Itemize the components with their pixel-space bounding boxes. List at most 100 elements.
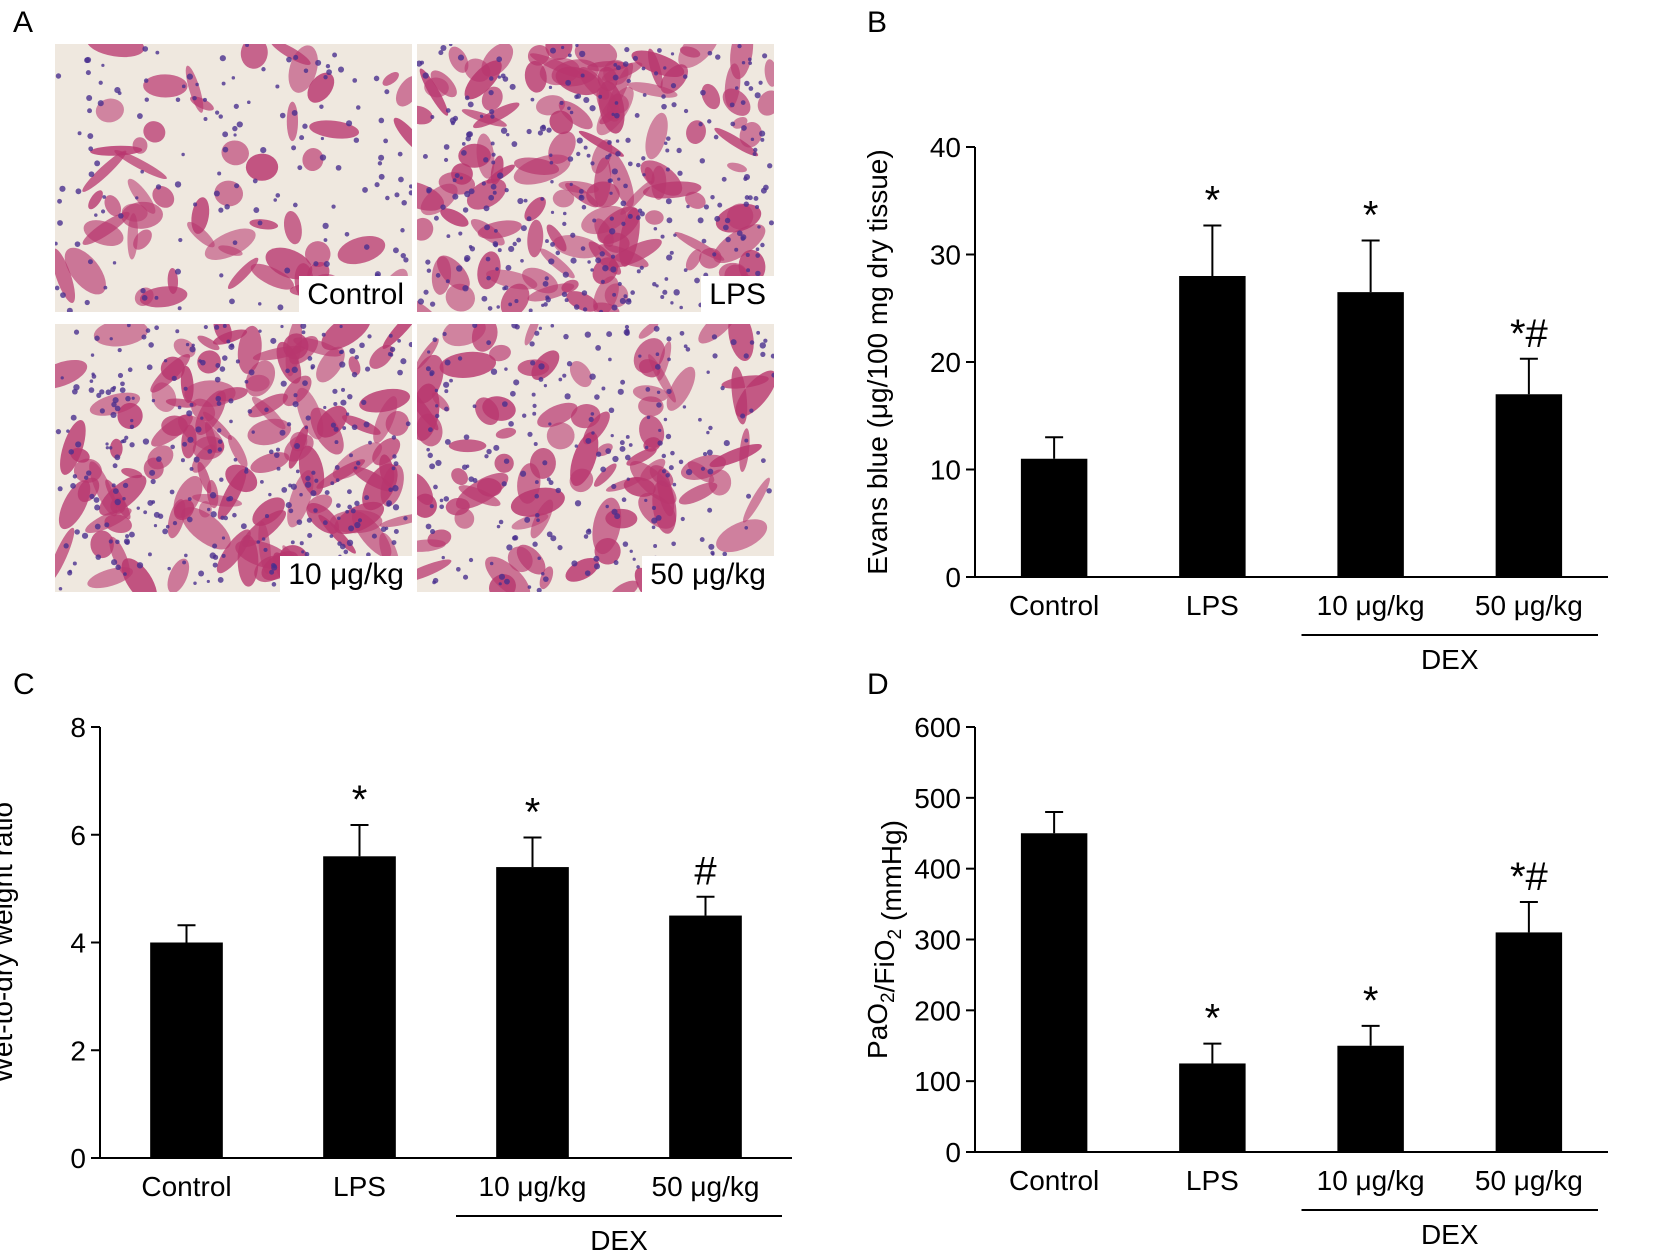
cell-nucleus (286, 422, 292, 427)
cell-nucleus (491, 152, 496, 157)
cell-nucleus (472, 324, 478, 329)
cell-nucleus (60, 292, 66, 298)
cell-nucleus (682, 405, 687, 409)
cell-nucleus (326, 69, 332, 76)
tissue-strand (489, 344, 511, 362)
cell-nucleus (217, 577, 224, 583)
cell-nucleus (584, 331, 591, 338)
tissue-strand (237, 325, 262, 374)
cell-nucleus (511, 141, 518, 147)
cell-nucleus (324, 490, 330, 496)
cell-nucleus (130, 418, 134, 423)
cell-nucleus (398, 176, 404, 183)
cell-nucleus (584, 570, 591, 577)
cell-nucleus (218, 114, 223, 119)
cell-nucleus (77, 131, 82, 136)
tissue-strand (296, 387, 324, 440)
cell-nucleus (753, 147, 758, 153)
cell-nucleus (606, 331, 613, 338)
x-tick-label: LPS (333, 1171, 386, 1202)
cell-nucleus (750, 137, 755, 142)
cell-nucleus (569, 182, 573, 187)
bar (150, 942, 223, 1158)
cell-nucleus (373, 75, 380, 82)
cell-nucleus (115, 564, 121, 571)
cell-nucleus (598, 94, 603, 99)
tissue-strand (742, 477, 770, 523)
cell-nucleus (88, 146, 94, 152)
cell-nucleus (488, 90, 494, 96)
cell-nucleus (102, 195, 107, 199)
tissue-strand (82, 211, 130, 245)
cell-nucleus (651, 517, 658, 524)
cell-nucleus (595, 257, 602, 264)
cell-nucleus (123, 572, 127, 576)
tissue-strand (638, 324, 659, 339)
cell-nucleus (456, 566, 461, 572)
cell-nucleus (291, 366, 298, 373)
cell-nucleus (218, 207, 224, 213)
cell-nucleus (339, 324, 343, 329)
cell-nucleus (559, 100, 564, 106)
cell-nucleus (311, 470, 316, 475)
cell-nucleus (189, 346, 196, 353)
tissue-strand (90, 530, 114, 559)
cell-nucleus (586, 153, 591, 158)
cell-nucleus (683, 344, 688, 349)
cell-nucleus (511, 535, 518, 541)
cell-nucleus (624, 330, 630, 336)
cell-nucleus (723, 440, 730, 447)
tissue-strand (477, 251, 501, 290)
cell-nucleus (570, 232, 576, 238)
cell-nucleus (209, 552, 216, 559)
cell-nucleus (186, 516, 193, 523)
tissue-strand (316, 346, 345, 383)
cell-nucleus (642, 173, 646, 177)
cell-nucleus (277, 304, 284, 311)
cell-nucleus (443, 496, 450, 502)
cell-nucleus (299, 135, 305, 141)
cell-nucleus (299, 492, 303, 497)
cell-nucleus (286, 56, 292, 63)
cell-nucleus (388, 333, 393, 338)
cell-nucleus (297, 165, 303, 171)
cell-nucleus (468, 476, 475, 482)
cell-nucleus (330, 481, 335, 486)
cell-nucleus (645, 387, 651, 392)
tissue-strand (666, 366, 696, 411)
x-tick-label: 50 μg/kg (1475, 590, 1583, 621)
cell-nucleus (143, 78, 149, 83)
cell-nucleus (489, 561, 494, 566)
cell-nucleus (619, 445, 626, 452)
x-tick-label: LPS (1186, 590, 1239, 621)
cell-nucleus (609, 228, 616, 235)
cell-nucleus (443, 157, 449, 163)
panel-label-c: C (13, 668, 35, 701)
tissue-strand (660, 64, 688, 94)
cell-nucleus (722, 224, 729, 231)
tissue-strand (369, 344, 394, 369)
x-tick-label: Control (1009, 590, 1099, 621)
cell-nucleus (570, 257, 577, 264)
cell-nucleus (673, 233, 677, 237)
cell-nucleus (429, 504, 434, 509)
tissue-strand (610, 580, 639, 592)
cell-nucleus (654, 364, 661, 370)
cell-nucleus (529, 341, 535, 347)
cell-nucleus (429, 301, 436, 307)
tissue-strand (698, 324, 738, 344)
tissue-strand (352, 466, 393, 492)
cell-nucleus (627, 213, 633, 219)
cell-nucleus (331, 204, 336, 209)
cell-nucleus (426, 447, 430, 452)
cell-nucleus (124, 539, 130, 546)
tissue-strand (674, 232, 725, 261)
cell-nucleus (63, 543, 69, 549)
cell-nucleus (169, 489, 175, 495)
cell-nucleus (174, 181, 182, 188)
cell-nucleus (244, 469, 249, 474)
cell-nucleus (623, 294, 628, 299)
cell-nucleus (405, 421, 411, 427)
cell-nucleus (438, 50, 444, 56)
cell-nucleus (223, 515, 229, 521)
